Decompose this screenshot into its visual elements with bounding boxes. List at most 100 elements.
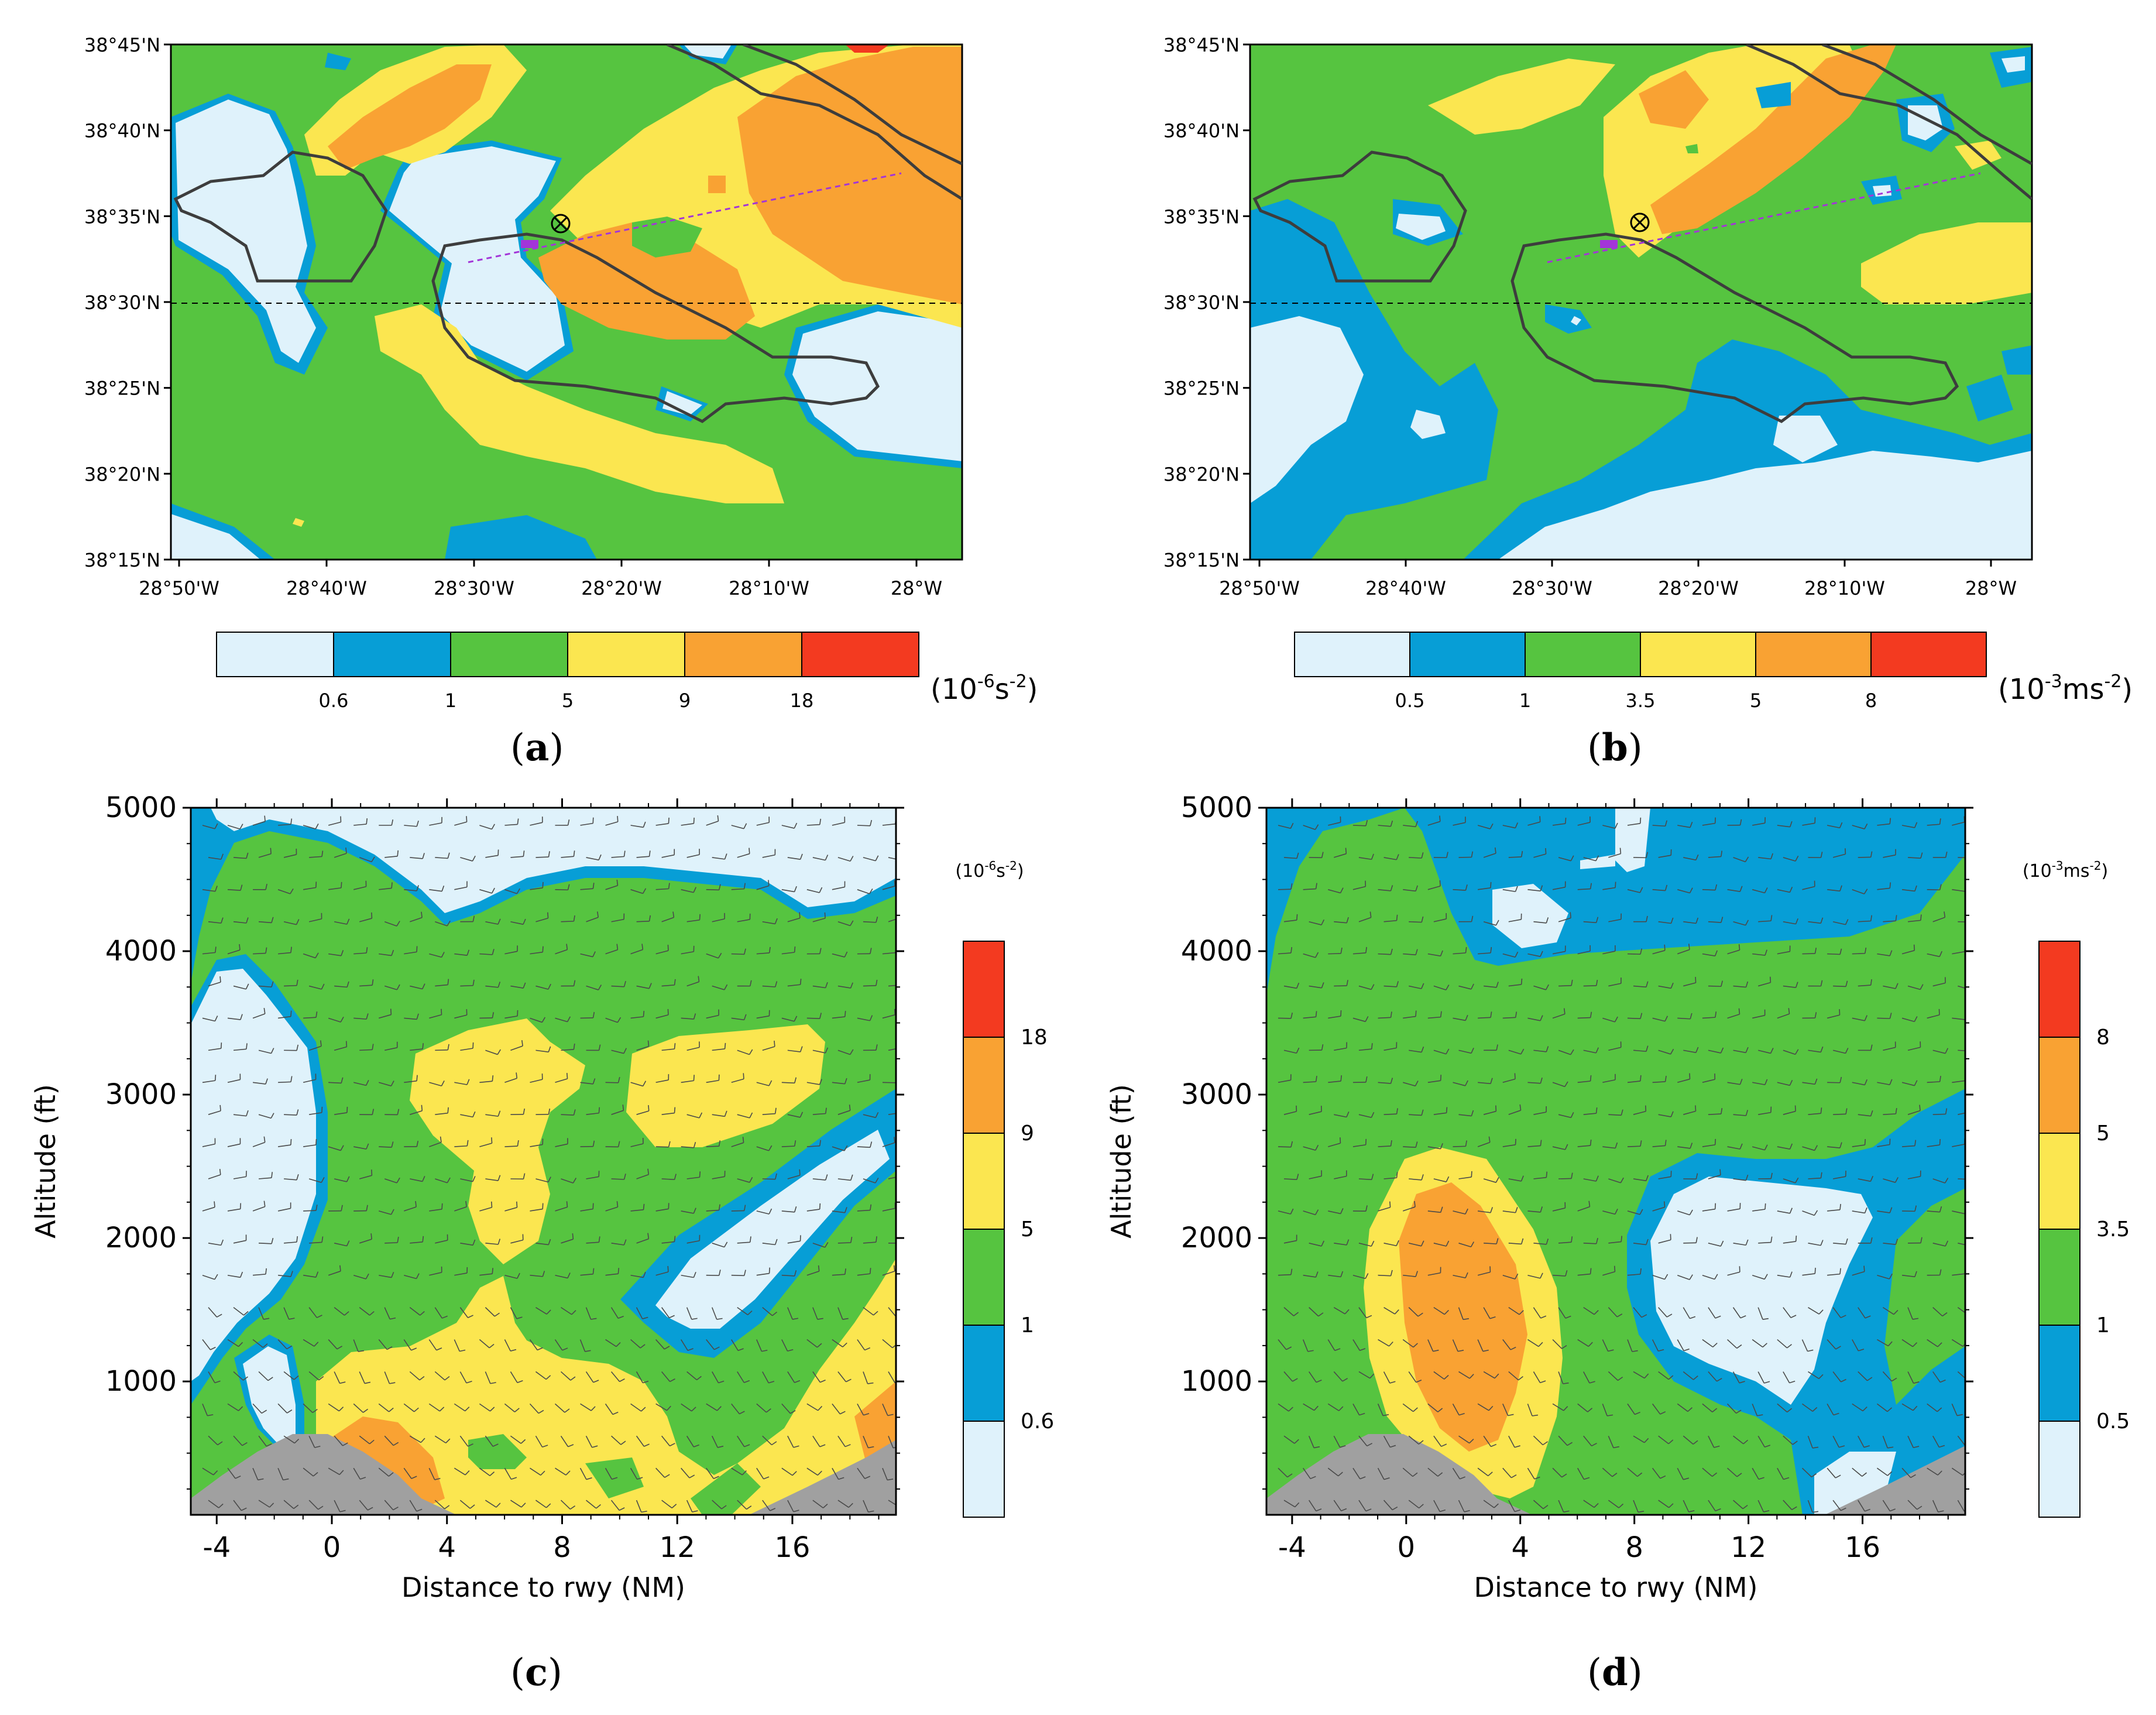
wind-barb-shaft [1352,1467,1361,1480]
wind-barb-shaft [1608,1114,1622,1116]
wind-barb-shaft [605,1467,613,1480]
wind-barb-flag [465,1470,470,1476]
wind-barb-shaft [1502,1467,1512,1479]
wind-barb-shaft [1283,1371,1293,1382]
wind-barb-flag [421,911,423,918]
wind-barb-flag [1470,1241,1475,1247]
wind-barb-flag [1812,1511,1819,1513]
wind-barb-flag [1890,1508,1896,1512]
wind-barb-shaft [259,921,272,924]
wind-barb-flag [1945,1048,1949,1054]
wind-barb-flag [1546,1171,1548,1178]
wind-barb-shaft [561,1114,574,1116]
wind-barb-flag [263,1200,266,1207]
wind-barb-flag [1469,1439,1474,1444]
wind-barb-shaft [1627,1145,1641,1147]
wind-barb-shaft [409,1371,420,1381]
wind-barb-shaft [586,917,599,922]
wind-barb-flag [523,1173,526,1179]
wind-barb-shaft [1377,1404,1383,1416]
wind-barb-flag [1495,920,1499,926]
wind-barb-flag [1695,1047,1699,1053]
wind-barb-flag [1612,1473,1618,1477]
wind-barb-flag [1956,1414,1963,1416]
wind-barb-shaft [756,1403,767,1413]
wind-barb-shaft [1602,1146,1616,1149]
wind-barb-flag [868,1446,874,1449]
wind-barb-shaft [1427,1403,1439,1412]
wind-barb-shaft [1553,1274,1566,1277]
wind-barb-shaft [1508,1500,1515,1512]
wind-barb-flag [511,1477,517,1480]
colorbar-segment [1294,632,1410,677]
wind-barb-flag [294,1438,300,1444]
wind-barb-shaft [1858,1435,1865,1448]
wind-barb-flag [1519,1310,1524,1315]
wind-barb-flag [1841,1378,1846,1383]
wind-barb-shaft [454,1339,461,1352]
wind-barb-shaft [832,1210,845,1213]
wind-barb-flag [1469,1374,1474,1379]
wind-barb-flag [270,1048,274,1054]
wind-barb-flag [1670,982,1674,989]
panel-d-contours [1266,808,1965,1515]
wind-barb-shaft [812,1307,818,1320]
wind-barb-shaft [706,1467,714,1479]
wind-barb-flag [1390,820,1393,827]
wind-barb-shaft [712,1176,725,1179]
wind-barb-shaft [1403,889,1416,892]
wind-barb-flag [739,1411,745,1415]
wind-barb-flag [517,1140,519,1147]
wind-barb-shaft [1677,825,1691,828]
wind-barb-flag [1296,1047,1300,1054]
wind-barb-shaft [253,952,266,955]
wind-barb-shaft [334,1500,341,1512]
wind-barb-shaft [1952,1210,1965,1215]
wind-barb-flag [1690,1316,1696,1319]
wind-barb-shaft [1683,1049,1697,1054]
wind-barb-flag [1839,1268,1841,1274]
wind-barb-flag [221,853,224,860]
wind-barb-shaft [208,1500,219,1508]
wind-barb-shaft [706,1209,719,1212]
wind-barb-shaft [737,1435,745,1448]
wind-barb-flag [1616,1313,1623,1318]
wind-barb-flag [1795,1049,1799,1055]
wind-barb-shaft [787,1500,794,1512]
wind-barb-shaft [882,952,895,955]
wind-barb-shaft [837,1178,851,1181]
wind-barb-shaft [1852,953,1865,955]
wind-barb-shaft [535,985,548,990]
wind-barb-shaft [410,857,423,859]
wind-barb-flag [1914,1080,1918,1086]
wind-barb-flag [1870,1110,1873,1116]
wind-barb-shaft [580,1273,593,1276]
wind-barb-shaft [1283,920,1297,922]
wind-barb-flag [390,1317,396,1320]
panel-b-y-ticks: 38°45'N38°40'N38°35'N38°30'N38°25'N38°20… [1163,34,1250,571]
wind-barb-shaft [328,1082,342,1084]
wind-barb-shaft [334,1371,341,1384]
wind-barb-shaft [1334,853,1347,858]
wind-barb-flag [1944,911,1946,918]
wind-barb-flag [1565,1270,1568,1277]
wind-barb-flag [1811,1473,1817,1478]
wind-barb-shaft [560,1371,571,1381]
wind-barb-shaft [1677,949,1690,955]
wind-barb-flag [792,1318,799,1320]
wind-barb-flag [390,1081,394,1086]
wind-barb-flag [422,853,425,859]
wind-barb-shaft [334,1243,347,1247]
wind-barb-shaft [837,857,851,862]
wind-barb-shaft [1927,1014,1940,1019]
wind-barb-shaft [1827,1209,1841,1212]
wind-barb-flag [1736,1409,1742,1414]
wind-barb-flag [1769,976,1772,983]
wind-barb-flag [1739,1143,1743,1150]
wind-barb-flag [1587,1408,1593,1412]
wind-barb-flag [1471,1171,1472,1177]
wind-barb-shaft [857,1403,864,1416]
wind-barb-shaft [1708,1435,1715,1448]
wind-barb-flag [850,982,853,989]
